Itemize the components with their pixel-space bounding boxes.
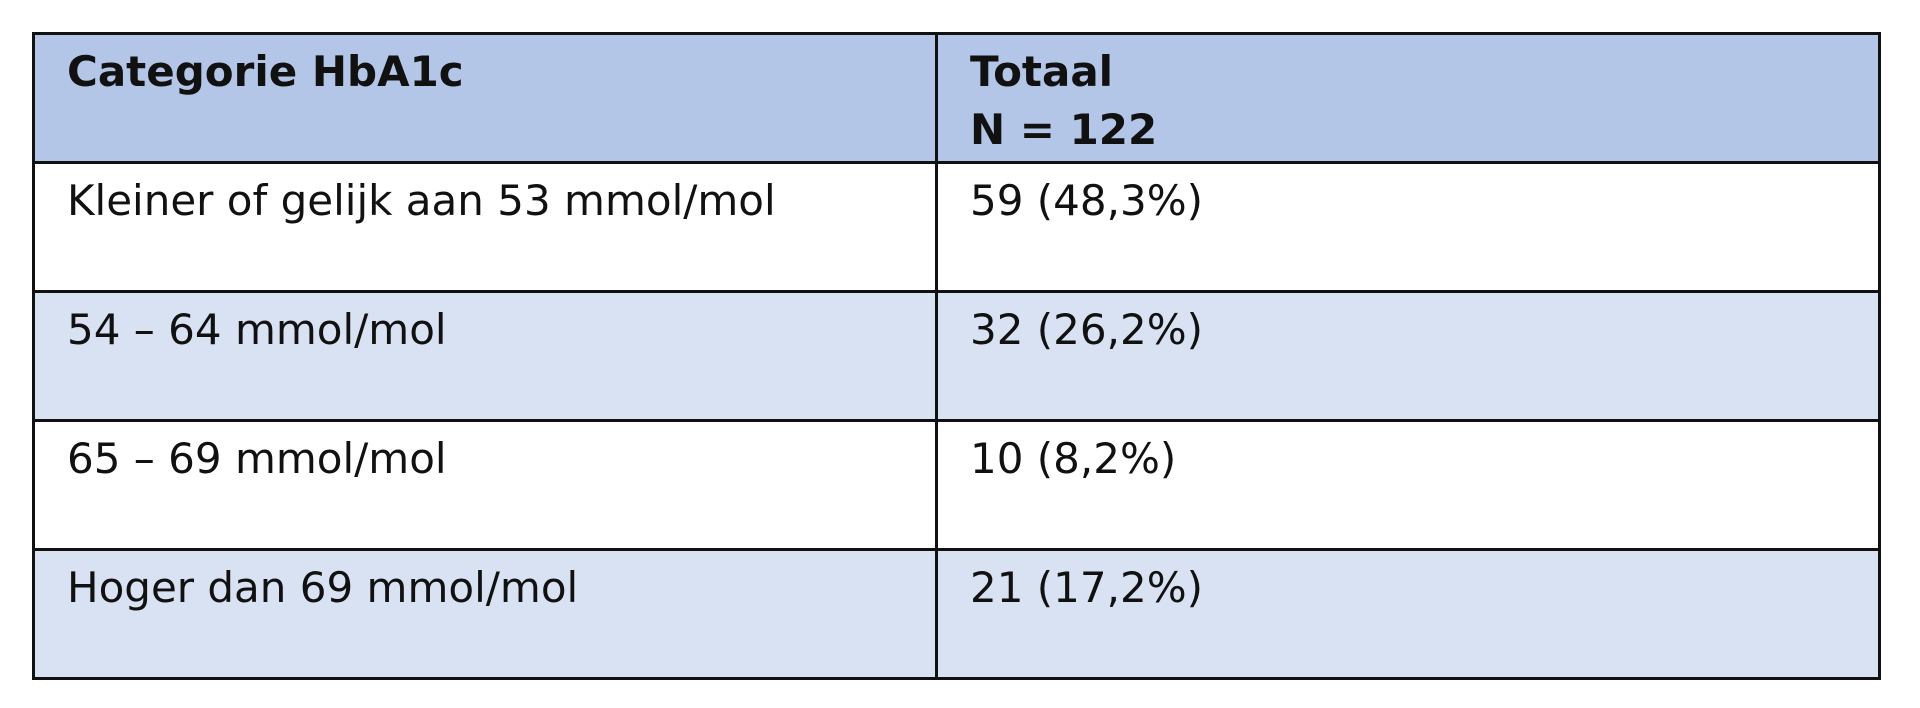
cell-text: Hoger dan 69 mmol/mol bbox=[67, 563, 579, 612]
cell-text: 59 (48,3%) bbox=[970, 176, 1203, 225]
table-cell: 10 (8,2%) bbox=[935, 419, 1881, 551]
cell-text: 32 (26,2%) bbox=[970, 305, 1203, 354]
table-cell: 54 – 64 mmol/mol bbox=[32, 290, 938, 422]
table-row: 54 – 64 mmol/mol 32 (26,2%) bbox=[32, 290, 1881, 422]
cell-text: 54 – 64 mmol/mol bbox=[67, 305, 447, 354]
header-text: Totaal bbox=[970, 47, 1114, 96]
table-body: Kleiner of gelijk aan 53 mmol/mol 59 (48,… bbox=[32, 161, 1881, 680]
table-row: 65 – 69 mmol/mol 10 (8,2%) bbox=[32, 419, 1881, 551]
cell-text: Kleiner of gelijk aan 53 mmol/mol bbox=[67, 176, 776, 225]
table-cell: 21 (17,2%) bbox=[935, 548, 1881, 680]
hba1c-table: Categorie HbA1c Totaal N = 122 Kleiner o… bbox=[32, 32, 1881, 680]
header-cell: Totaal N = 122 bbox=[935, 32, 1881, 164]
header-text: Categorie HbA1c bbox=[67, 47, 464, 96]
cell-text: 65 – 69 mmol/mol bbox=[67, 434, 447, 483]
header-text: N = 122 bbox=[970, 105, 1158, 154]
table-cell: Kleiner of gelijk aan 53 mmol/mol bbox=[32, 161, 938, 293]
table-cell: Hoger dan 69 mmol/mol bbox=[32, 548, 938, 680]
header-cell: Categorie HbA1c bbox=[32, 32, 938, 164]
cell-text: 21 (17,2%) bbox=[970, 563, 1203, 612]
table-cell: 59 (48,3%) bbox=[935, 161, 1881, 293]
table-cell: 32 (26,2%) bbox=[935, 290, 1881, 422]
table-row: Kleiner of gelijk aan 53 mmol/mol 59 (48,… bbox=[32, 161, 1881, 293]
table-row: Hoger dan 69 mmol/mol 21 (17,2%) bbox=[32, 548, 1881, 680]
cell-text: 10 (8,2%) bbox=[970, 434, 1177, 483]
header-row: Categorie HbA1c Totaal N = 122 bbox=[32, 32, 1881, 164]
table-cell: 65 – 69 mmol/mol bbox=[32, 419, 938, 551]
